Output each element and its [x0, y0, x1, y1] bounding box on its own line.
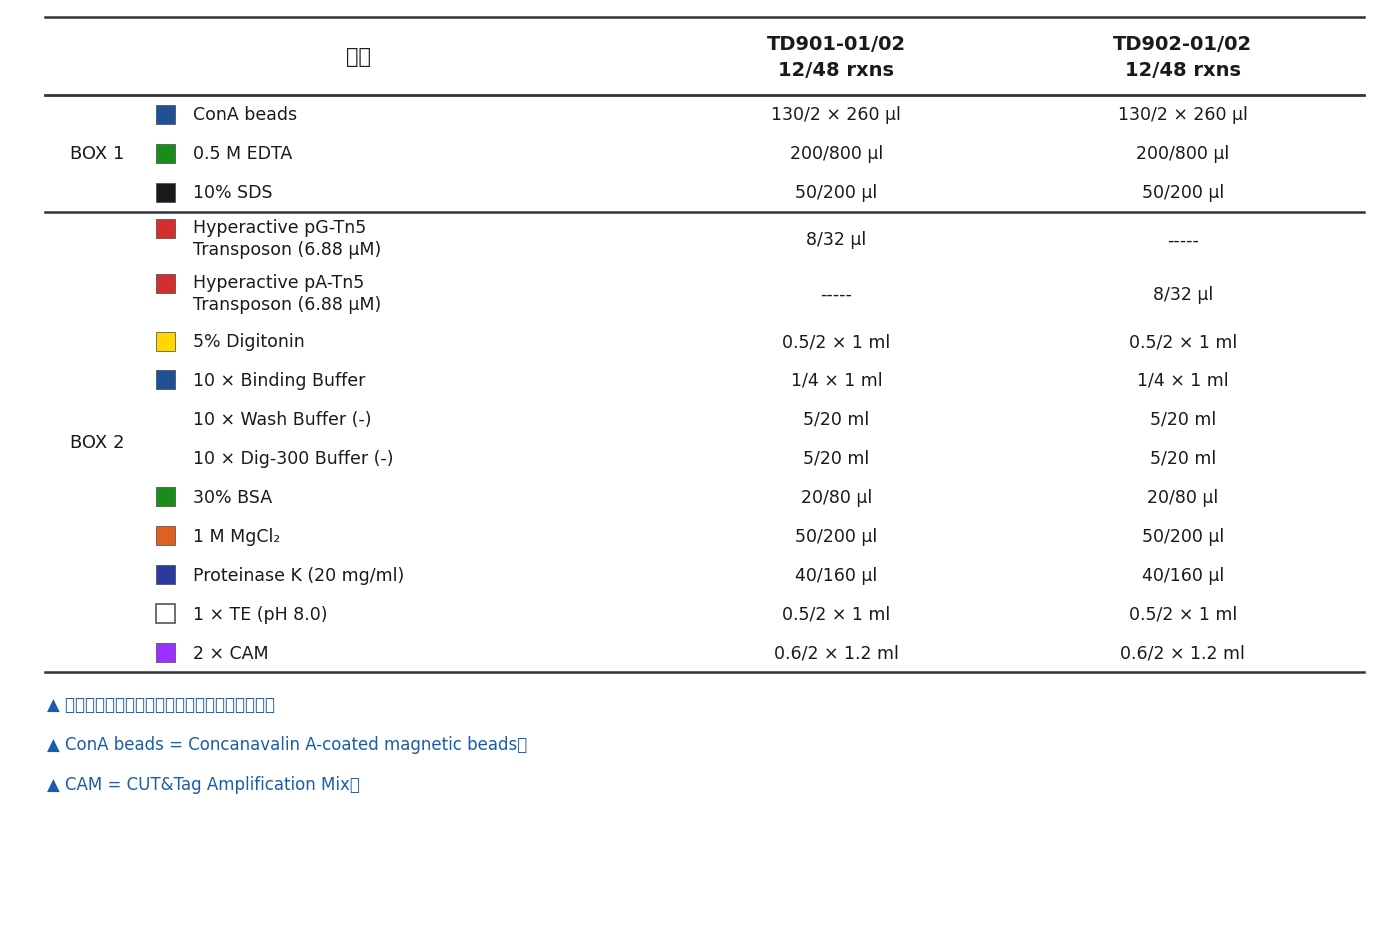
- Bar: [156, 643, 175, 662]
- Text: 组分: 组分: [346, 47, 371, 67]
- Text: 50/200 μl: 50/200 μl: [1142, 184, 1224, 202]
- Text: 5/20 ml: 5/20 ml: [1150, 411, 1215, 428]
- Text: 1 × TE (pH 8.0): 1 × TE (pH 8.0): [193, 605, 328, 623]
- Bar: [156, 371, 175, 390]
- Text: TD902-01/02: TD902-01/02: [1113, 35, 1253, 55]
- Text: 10 × Wash Buffer (-): 10 × Wash Buffer (-): [193, 411, 371, 428]
- Text: 20/80 μl: 20/80 μl: [801, 489, 872, 506]
- Text: Transposon (6.88 μM): Transposon (6.88 μM): [193, 241, 381, 259]
- Text: 40/160 μl: 40/160 μl: [796, 566, 878, 584]
- Text: ▲ ConA beads = Concanavalin A-coated magnetic beads。: ▲ ConA beads = Concanavalin A-coated mag…: [47, 735, 528, 753]
- Text: Proteinase K (20 mg/ml): Proteinase K (20 mg/ml): [193, 566, 404, 584]
- Text: 0.6/2 × 1.2 ml: 0.6/2 × 1.2 ml: [774, 644, 899, 662]
- Bar: [156, 488, 175, 507]
- Text: BOX 2: BOX 2: [69, 434, 124, 451]
- Text: 200/800 μl: 200/800 μl: [790, 146, 883, 163]
- Text: 0.5/2 × 1 ml: 0.5/2 × 1 ml: [1128, 605, 1236, 623]
- Text: 10 × Dig-300 Buffer (-): 10 × Dig-300 Buffer (-): [193, 450, 393, 467]
- Bar: [156, 604, 175, 624]
- Text: ▲ 产品组分表中标注的颜色代表各组分管盖颜色。: ▲ 产品组分表中标注的颜色代表各组分管盖颜色。: [47, 695, 275, 713]
- Bar: [156, 145, 175, 164]
- Text: 0.5/2 × 1 ml: 0.5/2 × 1 ml: [1128, 333, 1236, 350]
- Text: 5/20 ml: 5/20 ml: [803, 450, 870, 467]
- Text: 0.6/2 × 1.2 ml: 0.6/2 × 1.2 ml: [1120, 644, 1245, 662]
- Bar: [156, 332, 175, 351]
- Text: 20/80 μl: 20/80 μl: [1147, 489, 1218, 506]
- Text: 10% SDS: 10% SDS: [193, 184, 272, 202]
- Text: 10 × Binding Buffer: 10 × Binding Buffer: [193, 372, 365, 389]
- Text: 12/48 rxns: 12/48 rxns: [1125, 61, 1240, 81]
- Bar: [156, 106, 175, 125]
- Bar: [156, 565, 175, 585]
- Text: 12/48 rxns: 12/48 rxns: [778, 61, 895, 81]
- Text: 130/2 × 260 μl: 130/2 × 260 μl: [1118, 107, 1247, 124]
- Text: 50/200 μl: 50/200 μl: [796, 184, 878, 202]
- Text: 8/32 μl: 8/32 μl: [1153, 286, 1213, 304]
- Text: 1/4 × 1 ml: 1/4 × 1 ml: [1136, 372, 1228, 389]
- Text: 30% BSA: 30% BSA: [193, 489, 272, 506]
- Text: Hyperactive pG-Tn5: Hyperactive pG-Tn5: [193, 219, 367, 237]
- Bar: [156, 527, 175, 546]
- Text: Transposon (6.88 μM): Transposon (6.88 μM): [193, 296, 381, 313]
- Text: 5% Digitonin: 5% Digitonin: [193, 333, 304, 350]
- Text: 5/20 ml: 5/20 ml: [803, 411, 870, 428]
- Text: 5/20 ml: 5/20 ml: [1150, 450, 1215, 467]
- Text: 50/200 μl: 50/200 μl: [796, 527, 878, 545]
- Bar: [156, 274, 175, 293]
- Text: 0.5/2 × 1 ml: 0.5/2 × 1 ml: [782, 605, 890, 623]
- Text: 200/800 μl: 200/800 μl: [1136, 146, 1229, 163]
- Text: BOX 1: BOX 1: [69, 146, 124, 163]
- Text: ▲ CAM = CUT&Tag Amplification Mix。: ▲ CAM = CUT&Tag Amplification Mix。: [47, 775, 360, 794]
- Text: 8/32 μl: 8/32 μl: [806, 231, 867, 249]
- Text: 0.5 M EDTA: 0.5 M EDTA: [193, 146, 292, 163]
- Text: 1/4 × 1 ml: 1/4 × 1 ml: [790, 372, 882, 389]
- Text: ConA beads: ConA beads: [193, 107, 297, 124]
- Bar: [156, 220, 175, 238]
- Text: 1 M MgCl₂: 1 M MgCl₂: [193, 527, 281, 545]
- Text: TD901-01/02: TD901-01/02: [767, 35, 906, 55]
- Text: -----: -----: [1167, 231, 1199, 249]
- Text: 50/200 μl: 50/200 μl: [1142, 527, 1224, 545]
- Text: Hyperactive pA-Tn5: Hyperactive pA-Tn5: [193, 273, 364, 292]
- Text: 2 × CAM: 2 × CAM: [193, 644, 268, 662]
- Text: -----: -----: [821, 286, 853, 304]
- Text: 130/2 × 260 μl: 130/2 × 260 μl: [771, 107, 901, 124]
- Text: 40/160 μl: 40/160 μl: [1142, 566, 1224, 584]
- Text: 0.5/2 × 1 ml: 0.5/2 × 1 ml: [782, 333, 890, 350]
- Bar: [156, 184, 175, 203]
